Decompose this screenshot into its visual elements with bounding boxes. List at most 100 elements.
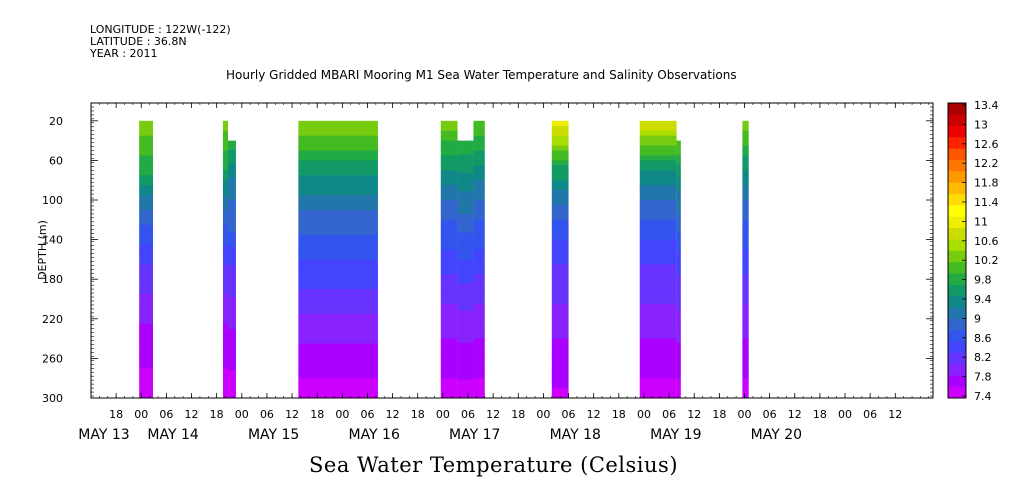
x-tick-label: 06 bbox=[159, 408, 173, 421]
heat-cell bbox=[639, 234, 677, 241]
heat-cell bbox=[222, 348, 228, 355]
colorbar-swatch bbox=[948, 295, 966, 308]
heat-cell bbox=[551, 155, 569, 162]
heat-cell bbox=[551, 368, 569, 374]
heat-cell bbox=[742, 333, 749, 340]
heat-cell bbox=[440, 125, 458, 132]
heat-cell bbox=[222, 180, 228, 186]
heat-cell bbox=[227, 227, 236, 234]
heat-cell bbox=[742, 299, 749, 305]
heat-cell bbox=[639, 165, 677, 171]
heat-cell bbox=[551, 269, 569, 275]
heat-cell bbox=[457, 181, 474, 188]
heat-cell bbox=[742, 130, 749, 137]
heat-cell bbox=[457, 154, 474, 160]
heat-cell bbox=[222, 130, 228, 137]
heat-cell bbox=[473, 204, 485, 211]
heat-cell bbox=[742, 200, 749, 206]
heat-cell bbox=[227, 186, 236, 192]
heat-cell bbox=[440, 358, 458, 364]
heat-cell bbox=[139, 239, 153, 246]
heat-cell bbox=[676, 209, 681, 215]
heat-cell bbox=[551, 170, 569, 176]
heat-cell bbox=[457, 278, 474, 284]
heat-cell bbox=[676, 347, 681, 353]
heat-cell bbox=[473, 279, 485, 285]
heat-cell bbox=[639, 190, 677, 196]
heat-cell bbox=[139, 229, 153, 236]
heat-cell bbox=[639, 308, 677, 315]
colorbar-swatch bbox=[948, 103, 966, 115]
y-tick-label: 20 bbox=[49, 115, 63, 128]
heat-cell bbox=[298, 254, 378, 261]
heat-cell bbox=[639, 358, 677, 364]
heat-cell bbox=[639, 343, 677, 350]
heat-cell bbox=[473, 155, 485, 162]
heat-cell bbox=[457, 379, 474, 385]
heat-cell bbox=[457, 393, 474, 398]
heat-cell bbox=[298, 195, 378, 201]
heat-cell bbox=[440, 318, 458, 325]
heat-cell bbox=[457, 177, 474, 183]
heat-cell bbox=[742, 185, 749, 191]
colorbar-swatch bbox=[948, 250, 966, 263]
heat-cell bbox=[298, 318, 378, 325]
heat-cell bbox=[227, 232, 236, 238]
heat-cell bbox=[551, 145, 569, 152]
heat-cell bbox=[222, 318, 228, 325]
heat-cell bbox=[551, 333, 569, 340]
data-layer bbox=[139, 120, 749, 398]
heat-cell bbox=[676, 393, 681, 398]
heat-cell bbox=[676, 301, 681, 307]
colorbar-swatch bbox=[948, 375, 966, 387]
heat-cell bbox=[139, 279, 153, 285]
date-label: MAY 15 bbox=[248, 427, 299, 443]
colorbar-swatch bbox=[948, 216, 966, 229]
heat-cell bbox=[298, 244, 378, 251]
heat-cell bbox=[222, 224, 228, 231]
heat-cell bbox=[639, 318, 677, 325]
heat-cell bbox=[139, 165, 153, 171]
heat-cell bbox=[298, 303, 378, 310]
heat-cell bbox=[639, 284, 677, 290]
heat-cell bbox=[222, 388, 228, 394]
heat-cell bbox=[742, 328, 749, 335]
heat-cell bbox=[298, 155, 378, 162]
heat-cell bbox=[440, 170, 458, 176]
heat-cell bbox=[639, 150, 677, 157]
heat-cell bbox=[440, 175, 458, 181]
heat-cell bbox=[742, 279, 749, 285]
heat-cell bbox=[440, 160, 458, 166]
heat-cell bbox=[551, 185, 569, 191]
heat-cell bbox=[473, 393, 485, 398]
heat-cell bbox=[742, 353, 749, 360]
heat-cell bbox=[298, 388, 378, 394]
heat-cell bbox=[639, 195, 677, 201]
heat-cell bbox=[222, 264, 228, 270]
heat-cell bbox=[222, 303, 228, 310]
colorbar-swatch bbox=[948, 273, 966, 285]
heat-cell bbox=[551, 219, 569, 226]
colorbar-frame bbox=[947, 102, 967, 399]
heat-cell bbox=[742, 343, 749, 350]
heat-cell bbox=[440, 150, 458, 157]
heat-cell bbox=[457, 352, 474, 358]
heat-cell bbox=[440, 195, 458, 201]
heat-cell bbox=[742, 239, 749, 246]
heat-cell bbox=[222, 393, 228, 398]
y-tick-label: 100 bbox=[42, 194, 63, 207]
heat-cell bbox=[551, 150, 569, 157]
heat-cell bbox=[473, 303, 485, 310]
heat-cell bbox=[139, 254, 153, 261]
x-tick-label: 18 bbox=[511, 408, 525, 421]
x-axis-title: Sea Water Temperature (Celsius) bbox=[309, 453, 679, 477]
heat-cell bbox=[676, 214, 681, 220]
heat-cell bbox=[222, 333, 228, 340]
heat-cell bbox=[298, 130, 378, 137]
heat-cell bbox=[457, 209, 474, 215]
heat-cell bbox=[639, 383, 677, 389]
heat-cell bbox=[227, 246, 236, 252]
heat-cell bbox=[551, 200, 569, 206]
heat-cell bbox=[298, 393, 378, 398]
date-label: MAY 18 bbox=[550, 427, 601, 443]
